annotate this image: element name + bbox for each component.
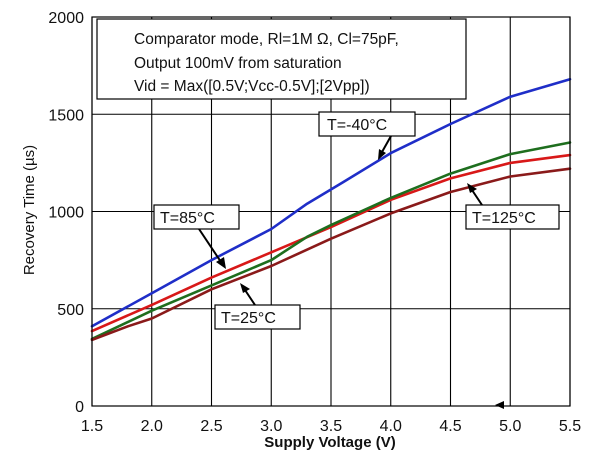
- x-tick-label: 2.0: [141, 418, 163, 435]
- x-tick-label: 5.0: [499, 418, 521, 435]
- annotation-box: Comparator mode, Rl=1M Ω, Cl=75pF, Outpu…: [96, 18, 467, 100]
- x-tick-label: 3.5: [320, 418, 342, 435]
- x-tick-label: 1.5: [81, 418, 103, 435]
- label-t-85-text: T=85°C: [160, 210, 215, 227]
- x-tick-label: 3.0: [260, 418, 282, 435]
- label-t-125-text: T=125°C: [472, 210, 536, 227]
- plot-frame: [91, 16, 571, 407]
- y-tick-label: 1000: [48, 205, 84, 222]
- x-tick-label: 4.5: [439, 418, 461, 435]
- y-tick-label: 500: [57, 302, 84, 319]
- y-tick-label: 2000: [48, 10, 84, 27]
- label-t-25: T=25°C: [214, 283, 301, 330]
- axis-marker: [495, 401, 504, 409]
- series-line-2: [90, 141, 572, 341]
- series-line-1: [90, 153, 572, 333]
- series-line-0: [90, 77, 572, 328]
- x-tick-label: 5.5: [559, 418, 581, 435]
- x-axis-title: Supply Voltage (V): [264, 434, 395, 451]
- label-t-125: T=125°C: [465, 183, 560, 230]
- y-axis-title: Recovery Time (µs): [21, 145, 38, 275]
- y-tick-label: 0: [75, 399, 84, 416]
- x-tick-label: 2.5: [200, 418, 222, 435]
- label-t-minus40: T=-40°C: [318, 111, 416, 160]
- series-group: [90, 77, 572, 342]
- tick-labels: 1.5 2.0 2.5 3.0 3.5 4.0 4.5 5.0 5.5 0 500 1000 1500 2…: [48, 10, 581, 435]
- series-line-3: [90, 167, 572, 342]
- x-tick-label: 4.0: [380, 418, 402, 435]
- label-t-85: T=85°C: [153, 204, 240, 269]
- annotation-line-2: Output 100mV from saturation: [134, 55, 342, 72]
- annotation-line-3: Vid = Max([0.5V;Vcc-0.5V];[2Vpp]): [134, 78, 370, 95]
- y-tick-label: 1500: [48, 107, 84, 124]
- annotation-line-1: Comparator mode, Rl=1M Ω, Cl=75pF,: [134, 31, 399, 48]
- label-t-25-text: T=25°C: [221, 310, 276, 327]
- label-t-minus40-text: T=-40°C: [327, 117, 387, 134]
